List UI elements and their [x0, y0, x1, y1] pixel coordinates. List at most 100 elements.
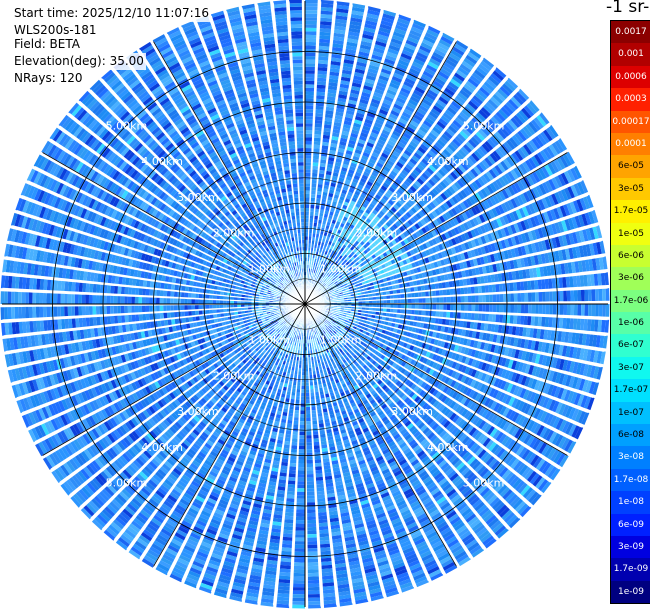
- beta-cell: [402, 193, 410, 201]
- beta-cell: [496, 378, 504, 389]
- beta-cell: [305, 119, 313, 124]
- beta-cell: [492, 333, 498, 343]
- beta-cell: [488, 209, 496, 219]
- beta-cell: [499, 314, 504, 323]
- beta-cell: [468, 183, 477, 193]
- beta-cell: [481, 83, 493, 95]
- beta-cell: [479, 224, 487, 234]
- beta-cell: [338, 259, 343, 264]
- beta-cell: [398, 117, 408, 125]
- beta-cell: [405, 211, 412, 219]
- beta-cell: [347, 235, 353, 241]
- beta-cell: [421, 172, 429, 180]
- beta-cell: [434, 346, 440, 354]
- beta-cell: [587, 397, 595, 411]
- beta-cell: [339, 247, 345, 252]
- beta-cell: [495, 192, 503, 203]
- beta-cell: [487, 243, 493, 253]
- beta-cell: [534, 379, 541, 391]
- beta-cell: [595, 304, 599, 317]
- beta-cell: [447, 239, 454, 247]
- beta-cell: [343, 254, 348, 259]
- beta-cell: [399, 288, 404, 293]
- beta-cell: [435, 332, 441, 339]
- beta-cell: [359, 240, 365, 246]
- beta-cell: [520, 375, 528, 386]
- beta-cell: [527, 280, 532, 290]
- beta-cell: [349, 17, 363, 23]
- beta-cell: [439, 67, 452, 77]
- beta-cell: [482, 123, 493, 134]
- beta-cell: [519, 127, 530, 140]
- beta-cell: [472, 133, 483, 144]
- beta-cell: [414, 86, 425, 95]
- beta-cell: [447, 229, 454, 238]
- beta-cell: [314, 123, 322, 128]
- beta-cell: [404, 221, 411, 228]
- beta-cell: [565, 405, 573, 418]
- beta-cell: [414, 180, 422, 188]
- beta-cell: [387, 48, 399, 55]
- beta-cell: [402, 213, 409, 221]
- beta-cell: [440, 166, 449, 175]
- beta-cell: [354, 190, 361, 196]
- beta-cell: [407, 98, 418, 107]
- beta-cell: [526, 256, 533, 267]
- beta-cell: [418, 272, 423, 279]
- beta-cell: [538, 291, 543, 302]
- beta-cell: [461, 329, 467, 337]
- beta-cell: [326, 96, 336, 101]
- beta-cell: [530, 279, 535, 290]
- beta-cell: [483, 81, 495, 92]
- beta-cell: [372, 47, 385, 54]
- beta-cell: [413, 353, 419, 360]
- beta-cell: [407, 198, 415, 206]
- beta-cell: [526, 390, 534, 402]
- beta-cell: [543, 329, 549, 340]
- beta-cell: [453, 304, 458, 311]
- beta-cell: [305, 140, 312, 145]
- beta-cell: [474, 312, 479, 321]
- beta-cell: [410, 196, 418, 204]
- beta-cell: [519, 257, 526, 268]
- beta-cell: [439, 180, 447, 189]
- beta-cell: [582, 228, 589, 242]
- beta-cell: [305, 45, 316, 50]
- beta-cell: [431, 210, 438, 218]
- beta-cell: [344, 319, 349, 323]
- beta-cell: [322, 217, 328, 222]
- beta-cell: [329, 185, 335, 191]
- beta-cell: [515, 112, 526, 124]
- beta-cell: [392, 193, 399, 201]
- beta-cell: [305, 70, 315, 74]
- beta-cell: [494, 205, 502, 216]
- beta-cell: [323, 120, 332, 126]
- beta-cell: [563, 290, 568, 302]
- beta-cell: [571, 216, 578, 229]
- beta-cell: [432, 290, 436, 296]
- beta-cell: [502, 158, 512, 169]
- beta-cell: [334, 275, 339, 279]
- beta-cell: [328, 149, 336, 155]
- beta-cell: [353, 119, 363, 125]
- beta-cell: [445, 318, 450, 326]
- beta-cell: [325, 106, 334, 112]
- beta-cell: [448, 197, 456, 206]
- beta-cell: [574, 409, 583, 423]
- beta-cell: [325, 287, 329, 290]
- beta-cell: [592, 381, 600, 396]
- beta-cell: [313, 219, 318, 224]
- beta-cell: [346, 146, 354, 152]
- beta-cell: [499, 126, 510, 137]
- beta-cell: [485, 170, 494, 181]
- beta-cell: [383, 325, 388, 330]
- beta-cell: [538, 354, 545, 365]
- beta-cell: [335, 11, 348, 17]
- beta-cell: [316, 230, 320, 235]
- beta-cell: [411, 182, 420, 190]
- beta-cell: [561, 404, 570, 417]
- beta-cell: [460, 312, 465, 319]
- beta-cell: [313, 134, 321, 139]
- beta-cell: [553, 207, 561, 220]
- beta-cell: [561, 345, 568, 357]
